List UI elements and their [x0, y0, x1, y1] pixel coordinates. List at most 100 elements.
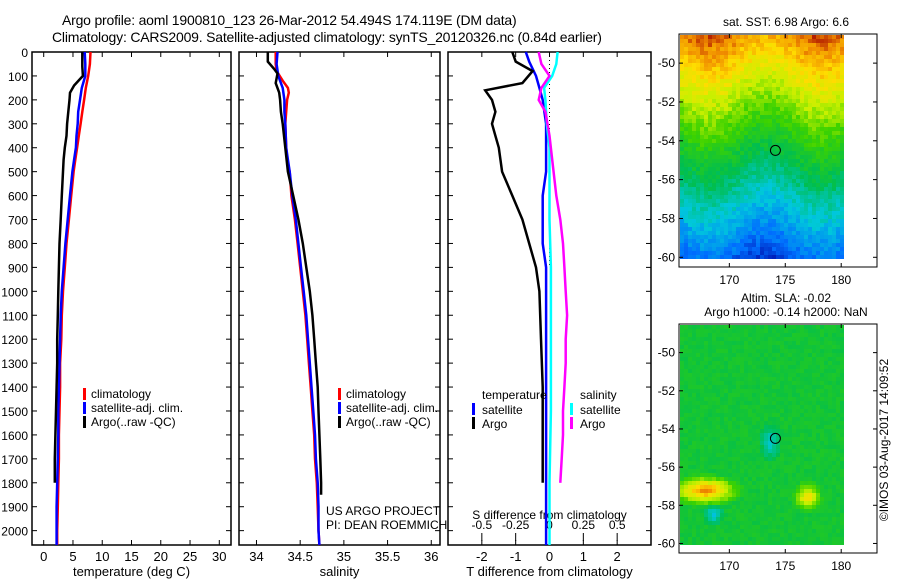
x-tick-label: 15: [124, 549, 138, 564]
x-axis-label: T difference from climatology: [466, 564, 633, 579]
y-tick-label: 1400: [1, 381, 28, 395]
series-line-temperature-satellite: [524, 51, 548, 545]
y-tick-label: -52: [658, 95, 676, 109]
y-tick-label: 400: [8, 142, 28, 156]
s-tick-label: -0.5: [471, 518, 492, 532]
y-tick-label: -56: [658, 173, 676, 187]
y-tick-label: 300: [8, 118, 28, 132]
x-tick-label: -1: [510, 549, 522, 564]
y-tick-label: 1600: [1, 429, 28, 443]
legend-swatch: [83, 388, 86, 400]
legend-swatch: [338, 402, 341, 414]
map-title: Argo h1000: -0.14 h2000: NaN: [704, 305, 867, 319]
legend-heading: salinity: [580, 388, 617, 402]
sla-map-field: [680, 325, 844, 545]
y-tick-label: 900: [8, 261, 28, 275]
y-tick-label: 1900: [1, 501, 28, 515]
y-tick-label: -54: [658, 134, 676, 148]
x-tick-label: 35: [337, 549, 351, 564]
legend-swatch: [338, 388, 341, 400]
legend-label: climatology: [346, 387, 406, 401]
s-tick-label: 0.5: [609, 518, 626, 532]
series-line-argo-raw-qc-: [53, 52, 85, 483]
y-tick-label: 1100: [2, 309, 28, 323]
x-axis-label: salinity: [320, 564, 360, 579]
figure-title-line1: Argo profile: aoml 1900810_123 26-Mar-20…: [62, 12, 517, 28]
legend-heading: temperature: [482, 388, 547, 402]
y-tick-label: 700: [8, 214, 28, 228]
legend-swatch: [570, 403, 573, 415]
legend-label: satellite-adj. clim.: [346, 401, 438, 415]
x-tick-label: 36: [424, 549, 438, 564]
legend-label: satellite-adj. clim.: [91, 401, 183, 415]
legend-label: Argo: [580, 417, 606, 431]
x-axis-label: temperature (deg C): [73, 564, 190, 579]
y-tick-label: -58: [658, 498, 676, 512]
y-tick-label: -60: [658, 536, 676, 550]
legend-label: Argo(..raw -QC): [346, 415, 431, 429]
x-tick-label: 0: [40, 549, 47, 564]
argo-location-marker: [769, 432, 781, 444]
y-tick-label: 0: [21, 46, 28, 60]
x-tick-label: -2: [476, 549, 488, 564]
y-tick-label: 600: [8, 190, 28, 204]
y-tick-label: 1300: [1, 357, 28, 371]
map-title: Altim. SLA: -0.02: [741, 291, 831, 305]
y-tick-label: -58: [658, 211, 676, 225]
x-tick-label: 170: [719, 559, 739, 573]
x-tick-label: 175: [775, 559, 795, 573]
s-tick-label: 0.25: [572, 518, 596, 532]
x-tick-label: 35.5: [375, 549, 400, 564]
series-line-salinity-satellite: [542, 51, 559, 545]
series-line-salinity-argo: [537, 51, 569, 483]
y-tick-label: -54: [658, 422, 676, 436]
y-tick-label: -52: [658, 384, 676, 398]
map-title: sat. SST: 6.98 Argo: 6.6: [723, 15, 849, 29]
legend-swatch: [472, 417, 475, 429]
x-tick-label: 34: [249, 549, 263, 564]
legend-swatch: [570, 417, 573, 429]
x-tick-label: 1: [580, 549, 587, 564]
x-tick-label: 30: [212, 549, 226, 564]
y-tick-label: 2000: [1, 525, 28, 539]
y-tick-label: 800: [8, 237, 28, 251]
y-tick-label: 200: [8, 94, 28, 108]
y-tick-label: 1200: [1, 333, 28, 347]
legend-swatch: [83, 402, 86, 414]
y-tick-label: -50: [658, 346, 676, 360]
x-tick-label: 170: [719, 273, 739, 287]
argo-location-marker: [769, 144, 781, 156]
series-line-satellite-adj-clim-: [55, 51, 87, 545]
y-tick-label: 500: [8, 166, 28, 180]
legend-label: climatology: [91, 387, 151, 401]
sst-map-field: [680, 35, 844, 259]
series-line-argo-raw-qc-: [266, 52, 323, 495]
legend-label: Argo: [482, 417, 508, 431]
legend-label: Argo(..raw -QC): [91, 415, 176, 429]
salinity-panel-frame: [238, 51, 441, 546]
s-tick-label: -0.25: [502, 518, 530, 532]
figure-title-line2: Climatology: CARS2009. Satellite-adjuste…: [52, 29, 602, 45]
y-tick-label: 1500: [1, 405, 28, 419]
y-tick-label: 1000: [1, 285, 28, 299]
x-tick-label: 25: [183, 549, 197, 564]
x-tick-label: 180: [831, 273, 851, 287]
y-tick-label: 1800: [1, 477, 28, 491]
x-tick-label: 175: [775, 273, 795, 287]
x-tick-label: 20: [154, 549, 168, 564]
y-tick-label: 1700: [1, 453, 28, 467]
annotation-text: PI: DEAN ROEMMICH: [326, 518, 447, 532]
x-tick-label: 180: [831, 559, 851, 573]
x-tick-label: 2: [614, 549, 621, 564]
series-line-temperature-argo: [483, 51, 544, 483]
imos-credit-text: ©IMOS 03-Aug-2017 14:09:52: [877, 359, 891, 522]
y-tick-label: 100: [8, 70, 28, 84]
x-tick-label: 34.5: [288, 549, 313, 564]
legend-label: satellite: [580, 403, 621, 417]
y-tick-label: -56: [658, 460, 676, 474]
x-tick-label: 5: [69, 549, 76, 564]
y-tick-label: -50: [658, 56, 676, 70]
series-line-satellite-adj-clim-: [275, 51, 321, 546]
legend-label: satellite: [482, 403, 523, 417]
